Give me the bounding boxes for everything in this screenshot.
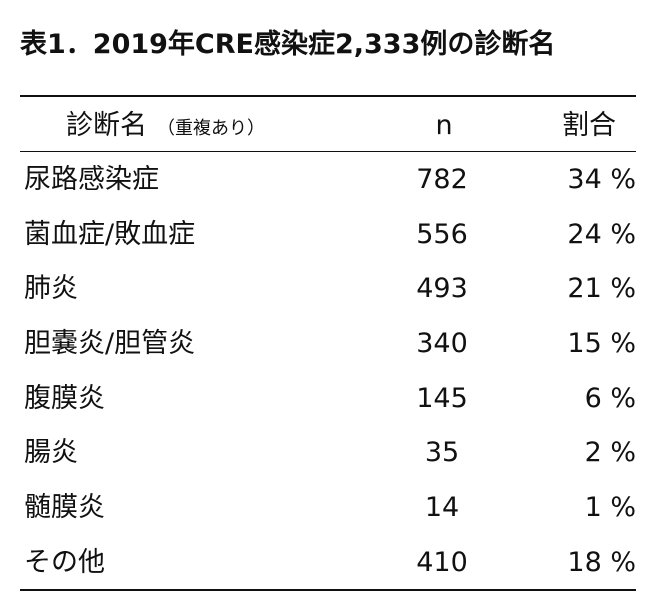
percentage-cell: 34 % <box>567 164 636 195</box>
diagnosis-cell: その他 <box>24 546 105 578</box>
count-cell: 35 <box>424 437 460 469</box>
table-row: 胆嚢炎/胆管炎 340 15 % <box>0 317 662 372</box>
table-row: 尿路感染症 782 34 % <box>0 153 662 208</box>
table-row: 髄膜炎 14 1 % <box>0 481 662 536</box>
header-rule <box>20 151 636 152</box>
diagnosis-cell: 髄膜炎 <box>24 492 105 524</box>
percentage-cell: 15 % <box>567 328 636 360</box>
top-rule <box>20 95 636 97</box>
header-count: n <box>435 110 453 141</box>
table-row: 肺炎 493 21 % <box>0 262 662 317</box>
diagnosis-cell: 菌血症/敗血症 <box>24 218 196 250</box>
table-row: 腸炎 35 2 % <box>0 426 662 481</box>
count-cell: 410 <box>416 546 468 578</box>
table-row: 菌血症/敗血症 556 24 % <box>0 208 662 263</box>
percentage-cell: 21 % <box>567 273 636 305</box>
count-cell: 493 <box>416 273 468 305</box>
percentage-cell: 18 % <box>567 546 636 578</box>
diagnosis-cell: 腹膜炎 <box>24 382 105 414</box>
table-body: 尿路感染症 782 34 % 菌血症/敗血症 556 24 % 肺炎 493 2… <box>0 153 662 591</box>
diagnosis-cell: 腸炎 <box>24 437 78 469</box>
header-percentage: 割合 <box>562 110 616 141</box>
count-cell: 340 <box>416 328 468 360</box>
diagnosis-cell: 尿路感染症 <box>24 164 159 195</box>
diagnosis-cell: 胆嚢炎/胆管炎 <box>24 328 196 360</box>
table-row: その他 410 18 % <box>0 536 662 591</box>
diagnosis-cell: 肺炎 <box>24 273 78 305</box>
percentage-cell: 2 % <box>584 437 636 469</box>
header-diagnosis-label: 診断名 <box>66 110 147 141</box>
count-cell: 14 <box>424 492 460 524</box>
count-cell: 782 <box>416 164 468 195</box>
header-diagnosis-note: （重複あり） <box>157 118 265 139</box>
count-cell: 556 <box>416 218 468 250</box>
header-diagnosis: 診断名 （重複あり） <box>66 104 265 148</box>
count-cell: 145 <box>416 382 468 414</box>
percentage-cell: 6 % <box>584 382 636 414</box>
table-row: 腹膜炎 145 6 % <box>0 372 662 427</box>
percentage-cell: 24 % <box>567 218 636 250</box>
table-title: 表1．2019年CRE感染症2,333例の診断名 <box>20 29 556 60</box>
percentage-cell: 1 % <box>584 492 636 524</box>
bottom-rule <box>20 589 636 591</box>
